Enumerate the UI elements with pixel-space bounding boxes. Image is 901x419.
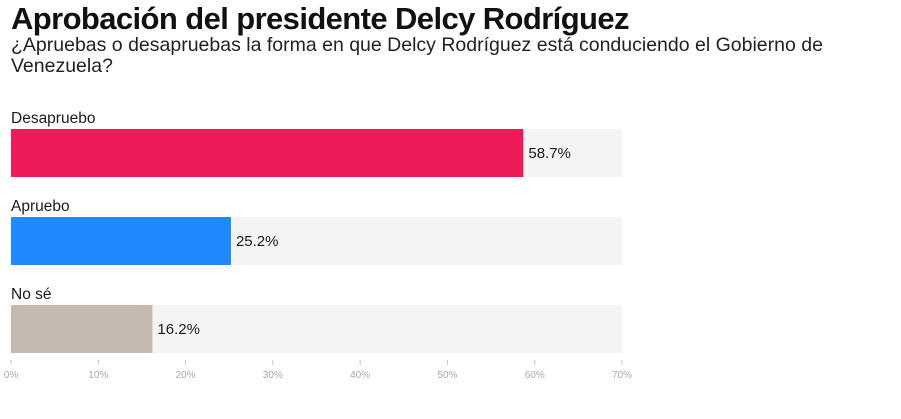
chart-title: Aprobación del presidente Delcy Rodrígue…	[11, 1, 630, 36]
x-tick-label: 20%	[176, 370, 196, 381]
bar-desapruebo	[11, 129, 524, 177]
x-tick-label: 70%	[612, 370, 632, 381]
value-label-desapruebo: 58.7%	[528, 145, 571, 162]
category-label-desapruebo: Desapruebo	[11, 110, 95, 127]
category-label-apruebo: Apruebo	[11, 198, 70, 215]
x-tick-label: 60%	[525, 370, 545, 381]
category-label-no-se: No sé	[11, 286, 52, 303]
x-tick-label: 10%	[88, 370, 108, 381]
x-tick-label: 30%	[263, 370, 283, 381]
x-tick-label: 50%	[437, 370, 457, 381]
value-label-no-se: 16.2%	[157, 321, 200, 338]
chart-subtitle: ¿Apruebas o desapruebas la forma en que …	[11, 34, 823, 77]
value-label-apruebo: 25.2%	[236, 233, 279, 250]
bar-apruebo	[11, 217, 231, 265]
x-tick-label: 40%	[350, 370, 370, 381]
x-tick-label: 0%	[4, 370, 19, 381]
bar-no-se	[11, 305, 153, 353]
